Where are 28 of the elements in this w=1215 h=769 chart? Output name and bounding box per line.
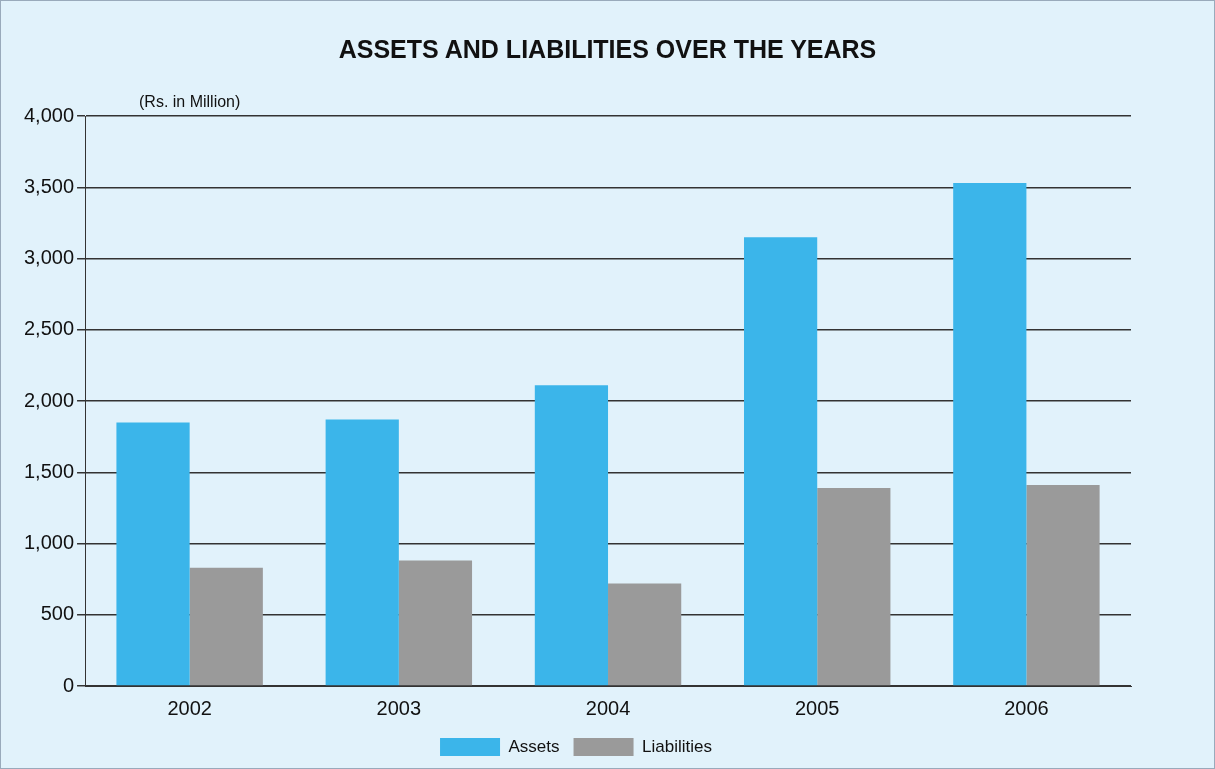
x-tick-label: 2006 [1004, 696, 1049, 719]
x-tick-label: 2003 [376, 696, 422, 719]
bar [817, 487, 891, 686]
x-tick-label: 2002 [167, 696, 212, 719]
bar [189, 567, 263, 686]
bar [325, 419, 399, 686]
y-tick-label: 500 [40, 602, 75, 625]
y-tick-label: 2,000 [23, 388, 75, 411]
bar [398, 560, 473, 686]
bar [953, 182, 1027, 686]
x-tick-label: 2004 [585, 696, 631, 719]
y-tick-label: 4,000 [23, 103, 75, 126]
bar [116, 422, 190, 686]
y-tick-label: 3,500 [23, 174, 75, 197]
bar [1026, 485, 1100, 686]
legend-label: Assets [508, 736, 560, 756]
bar [534, 385, 609, 686]
legend-label: Liabilities [642, 736, 712, 756]
y-axis-title: (Rs. in Million) [139, 93, 241, 111]
x-tick-label: 2005 [794, 696, 840, 719]
y-tick-label: 2,500 [23, 317, 75, 340]
y-tick-label: 1,000 [23, 531, 75, 554]
y-tick-label: 1,500 [23, 459, 75, 482]
y-tick-label: 3,000 [23, 246, 75, 269]
bar [744, 237, 818, 686]
y-tick-label: 0 [62, 673, 75, 696]
chart-title: ASSETS AND LIABILITIES OVER THE YEARS [337, 35, 878, 64]
bar [608, 583, 682, 686]
